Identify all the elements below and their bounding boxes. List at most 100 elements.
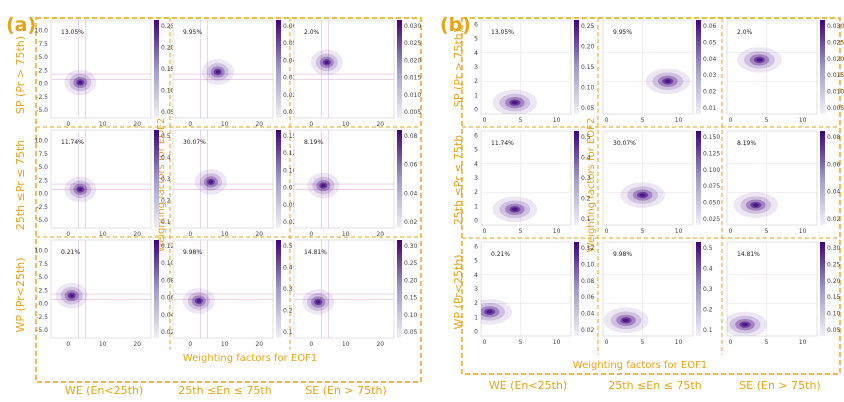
panel-b-letter: (b) — [440, 14, 471, 36]
density-blob — [511, 207, 518, 212]
colorbar — [696, 131, 701, 225]
x-tick-label: 10 — [675, 228, 683, 235]
colorbar-tick-label: 0.10 — [404, 312, 418, 319]
y-tick-label: 7.5 — [38, 41, 48, 48]
colorbar — [276, 20, 281, 118]
density-blob — [511, 100, 518, 105]
colorbar-tick-label: 0.4 — [283, 265, 293, 272]
colorbar-tick-label: 0.05 — [581, 105, 595, 112]
xlabel-a: Weighting factors for EOF1 — [183, 353, 317, 364]
colorbar-tick-label: 0.015 — [827, 72, 844, 79]
col-label-a-we: WE (En<25th) — [65, 384, 143, 397]
colorbar-tick-label: 0.30 — [827, 245, 841, 252]
colorbar-tick-label: 0.08 — [161, 277, 175, 284]
x-tick-label: 0 — [188, 231, 192, 238]
colorbar-tick-label: 0.100 — [283, 167, 300, 174]
colorbar-tick-label: 0.15 — [404, 295, 418, 302]
y-tick-label: 0.0 — [38, 81, 48, 88]
colorbar-tick-label: 0.20 — [161, 45, 175, 52]
y-tick-label: -2.5 — [36, 314, 48, 321]
subplot-b-r1c2: 8.19% 0 5 10 0.08 0.06 0.04 0.02 — [726, 130, 841, 235]
x-tick-label: 5 — [641, 228, 645, 235]
y-tick-label: 2 — [474, 189, 478, 196]
subplot-b-r0c1: 9.95% 0 5 10 0.06 0.05 0.04 0.03 0.02 0.01 — [602, 19, 717, 124]
colorbar — [397, 130, 402, 228]
density-blob — [321, 183, 326, 188]
colorbar-tick-label: 0.04 — [404, 190, 418, 197]
row-label-a-sp: SP (Pr > 75th) — [14, 36, 27, 114]
colorbar-tick-label: 0.2 — [581, 196, 591, 203]
colorbar-tick-label: 0.02 — [827, 216, 841, 223]
colorbar-tick-label: 0.20 — [404, 277, 418, 284]
y-tick-label: 1 — [474, 203, 478, 210]
subplot-b-r1c0: 11.74% 0 5 10 0 1 2 3 4 5 6 0.5 0.4 0.3 0.2 0.1 — [474, 130, 591, 235]
panel-b-frame — [461, 17, 841, 375]
percent-label: 2.0% — [304, 29, 320, 36]
x-tick-label: 0 — [483, 228, 487, 235]
colorbar — [397, 20, 402, 118]
density-blob — [196, 299, 202, 303]
xlabel-b: Weighting factors for EOF1 — [573, 360, 707, 371]
colorbar-tick-label: 0.4 — [161, 155, 171, 162]
x-tick-label: 0 — [66, 121, 70, 128]
percent-label: 13.05% — [61, 29, 84, 36]
colorbar-tick-label: 0.015 — [404, 75, 421, 82]
x-tick-label: 10 — [675, 117, 683, 124]
colorbar-tick-label: 0.1 — [703, 327, 713, 334]
percent-label: 9.95% — [613, 29, 632, 36]
y-tick-label: 2.5 — [38, 177, 48, 184]
row-label-a-mid: 25th ≤Pr ≤ 75th — [14, 140, 27, 230]
x-tick-label: 10 — [799, 117, 807, 124]
colorbar-tick-label: 0.030 — [404, 23, 421, 30]
colorbar-tick-label: 0.04 — [283, 57, 297, 64]
plot-area — [293, 129, 395, 229]
colorbar-tick-label: 0.06 — [283, 23, 297, 30]
colorbar-tick-label: 0.02 — [404, 219, 418, 226]
colorbar-tick-label: 0.010 — [404, 92, 421, 99]
colorbar-tick-label: 0.3 — [703, 286, 713, 293]
colorbar — [276, 130, 281, 228]
colorbar — [820, 20, 825, 114]
colorbar — [276, 240, 281, 338]
x-tick-label: 20 — [255, 121, 263, 128]
y-tick-label: 5 — [474, 258, 478, 265]
colorbar — [154, 130, 159, 228]
ylabel-b: Weighting factors for EOF2 — [586, 118, 597, 252]
x-tick-label: 5 — [519, 228, 523, 235]
panel-a-frame — [35, 17, 422, 383]
colorbar-tick-label: 0.030 — [827, 23, 844, 30]
y-tick-label: 10.0 — [35, 28, 49, 35]
colorbar-tick-label: 0.1 — [161, 219, 171, 226]
colorbar-tick-label: 0.100 — [703, 167, 720, 174]
plot-area — [50, 129, 152, 229]
percent-label: 11.74% — [61, 139, 84, 146]
subplot-a-r1c1: 30.07% 0 10 20 0.150 0.125 0.100 0.075 0.050 0.02… — [172, 129, 300, 238]
colorbar-tick-label: 0.010 — [827, 89, 844, 96]
colorbar-tick-label: 0.01 — [283, 109, 297, 116]
colorbar-tick-label: 0.150 — [703, 134, 720, 141]
y-tick-label: 2.5 — [38, 67, 48, 74]
subplot-a-r0c0: 13.05% 0 10 20 -5.0 -2.5 0.0 2.5 5.0 7.5 10.0 0.25 0… — [35, 19, 175, 128]
subplot-b-r2c2: 14.81% 0 5 10 0.30 0.25 0.20 0.15 0.10 0.05 — [726, 241, 841, 346]
colorbar-tick-label: 0.5 — [283, 243, 293, 250]
x-tick-label: 10 — [221, 121, 229, 128]
y-tick-label: 5.0 — [38, 164, 48, 171]
colorbar-tick-label: 0.05 — [827, 327, 841, 334]
colorbar-tick-label: 0.15 — [581, 64, 595, 71]
y-tick-label: 1 — [474, 314, 478, 321]
y-tick-label: 5 — [474, 147, 478, 154]
plot-area — [172, 239, 274, 339]
percent-label: 14.81% — [737, 251, 760, 258]
row-label-a-wp: WP (Pr<25th) — [14, 257, 27, 332]
colorbar-tick-label: 0.06 — [161, 295, 175, 302]
plot-area — [50, 239, 152, 339]
y-tick-label: 6 — [474, 132, 478, 139]
percent-label: 9.98% — [183, 249, 202, 256]
colorbar-tick-label: 0.20 — [827, 278, 841, 285]
colorbar-tick-label: 0.125 — [703, 150, 720, 157]
colorbar-tick-label: 0.10 — [161, 260, 175, 267]
x-tick-label: 20 — [133, 341, 141, 348]
colorbar-tick-label: 0.050 — [283, 202, 300, 209]
colorbar-tick-label: 0.3 — [161, 176, 171, 183]
colorbar-tick-label: 0.06 — [703, 23, 717, 30]
